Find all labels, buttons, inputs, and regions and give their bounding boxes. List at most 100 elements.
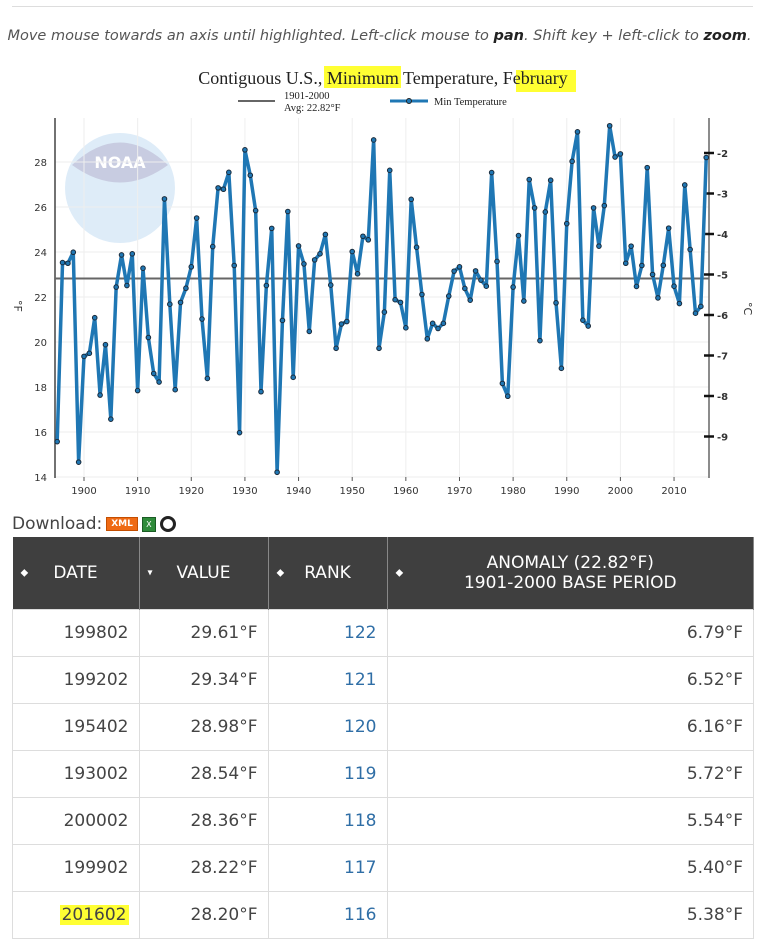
data-point[interactable]: [408, 196, 415, 203]
data-point[interactable]: [199, 316, 205, 322]
data-point[interactable]: [419, 291, 425, 298]
data-point[interactable]: [655, 295, 661, 301]
data-point[interactable]: [231, 262, 237, 269]
data-point[interactable]: [622, 260, 629, 267]
data-point[interactable]: [478, 277, 484, 283]
data-point[interactable]: [574, 129, 581, 135]
data-point[interactable]: [585, 323, 592, 329]
excel-download-icon[interactable]: X: [141, 516, 156, 532]
data-point[interactable]: [156, 379, 162, 385]
data-point[interactable]: [639, 262, 645, 269]
rank-cell[interactable]: 122: [267, 609, 388, 657]
data-point[interactable]: [333, 345, 339, 352]
data-point[interactable]: [596, 243, 602, 249]
data-point[interactable]: [311, 257, 318, 263]
data-point[interactable]: [70, 249, 77, 256]
data-point[interactable]: [537, 337, 543, 344]
data-point[interactable]: [429, 320, 436, 327]
data-point[interactable]: [215, 185, 221, 191]
data-point[interactable]: [698, 303, 704, 310]
sort-rank-header[interactable]: ◆ RANK: [268, 537, 388, 610]
data-point[interactable]: [462, 285, 468, 292]
data-point[interactable]: [499, 380, 506, 387]
sort-date-header[interactable]: ◆ DATE: [12, 537, 140, 610]
data-point[interactable]: [183, 285, 189, 292]
data-point[interactable]: [558, 365, 565, 372]
data-point[interactable]: [569, 158, 575, 165]
data-point[interactable]: [628, 243, 634, 249]
data-point[interactable]: [467, 297, 474, 303]
data-point[interactable]: [676, 300, 683, 307]
data-point[interactable]: [193, 215, 200, 221]
data-point[interactable]: [295, 243, 302, 249]
xml-download-button[interactable]: XML: [106, 517, 138, 531]
data-point[interactable]: [456, 264, 463, 270]
data-point[interactable]: [204, 375, 211, 382]
data-point[interactable]: [649, 271, 656, 278]
rank-cell[interactable]: 119: [267, 750, 388, 798]
sort-anomaly-header[interactable]: ◆ ANOMALY (22.82°F) 1901-2000 BASE PERIOD: [387, 537, 754, 610]
data-point[interactable]: [703, 154, 710, 161]
data-point[interactable]: [590, 205, 597, 211]
data-point[interactable]: [386, 167, 393, 174]
data-point[interactable]: [252, 207, 259, 214]
data-point[interactable]: [563, 220, 570, 227]
data-point[interactable]: [81, 353, 87, 360]
data-point[interactable]: [424, 336, 431, 342]
data-point[interactable]: [290, 374, 296, 381]
data-point[interactable]: [606, 122, 613, 129]
data-point[interactable]: [681, 182, 688, 188]
data-point[interactable]: [113, 284, 119, 290]
data-point[interactable]: [327, 282, 334, 288]
data-point[interactable]: [660, 262, 667, 269]
temperature-chart[interactable]: NOAA Contiguous U.S., Minimum Temperatur…: [0, 0, 759, 505]
data-point[interactable]: [317, 251, 323, 257]
data-point[interactable]: [403, 325, 409, 331]
data-point[interactable]: [209, 243, 216, 250]
data-point[interactable]: [344, 318, 350, 325]
data-point[interactable]: [172, 386, 178, 393]
data-point[interactable]: [150, 370, 157, 377]
data-point[interactable]: [102, 341, 109, 348]
data-point[interactable]: [140, 265, 146, 272]
data-point[interactable]: [242, 147, 248, 153]
data-point[interactable]: [397, 299, 404, 306]
data-point[interactable]: [274, 469, 280, 476]
data-point[interactable]: [445, 293, 452, 299]
data-point[interactable]: [521, 298, 527, 304]
data-point[interactable]: [161, 196, 168, 202]
data-point[interactable]: [354, 271, 361, 277]
data-point[interactable]: [349, 248, 356, 255]
data-point[interactable]: [301, 261, 307, 267]
data-point[interactable]: [306, 328, 313, 335]
data-point[interactable]: [188, 264, 195, 270]
data-point[interactable]: [435, 325, 441, 332]
data-point[interactable]: [247, 172, 254, 179]
rank-cell[interactable]: 117: [267, 844, 388, 892]
data-point[interactable]: [553, 300, 559, 306]
data-point[interactable]: [263, 282, 270, 289]
data-point[interactable]: [542, 209, 549, 215]
data-point[interactable]: [365, 237, 372, 243]
data-point[interactable]: [285, 208, 291, 215]
data-point[interactable]: [59, 259, 66, 266]
legend-series-label[interactable]: Min Temperature: [434, 97, 507, 108]
data-point[interactable]: [370, 137, 377, 143]
data-point[interactable]: [580, 317, 586, 323]
data-point[interactable]: [504, 393, 511, 400]
data-point[interactable]: [617, 151, 624, 157]
data-point[interactable]: [526, 176, 533, 183]
rank-cell[interactable]: 116: [267, 891, 388, 939]
data-point[interactable]: [65, 260, 71, 267]
data-point[interactable]: [86, 350, 93, 357]
data-point[interactable]: [322, 231, 329, 238]
data-point[interactable]: [145, 334, 152, 341]
data-point[interactable]: [258, 388, 264, 395]
data-point[interactable]: [515, 232, 522, 239]
data-point[interactable]: [633, 283, 640, 290]
data-point[interactable]: [687, 246, 693, 253]
data-point[interactable]: [268, 225, 275, 232]
data-point[interactable]: [494, 258, 500, 265]
data-point[interactable]: [236, 429, 243, 436]
data-point[interactable]: [392, 296, 398, 303]
